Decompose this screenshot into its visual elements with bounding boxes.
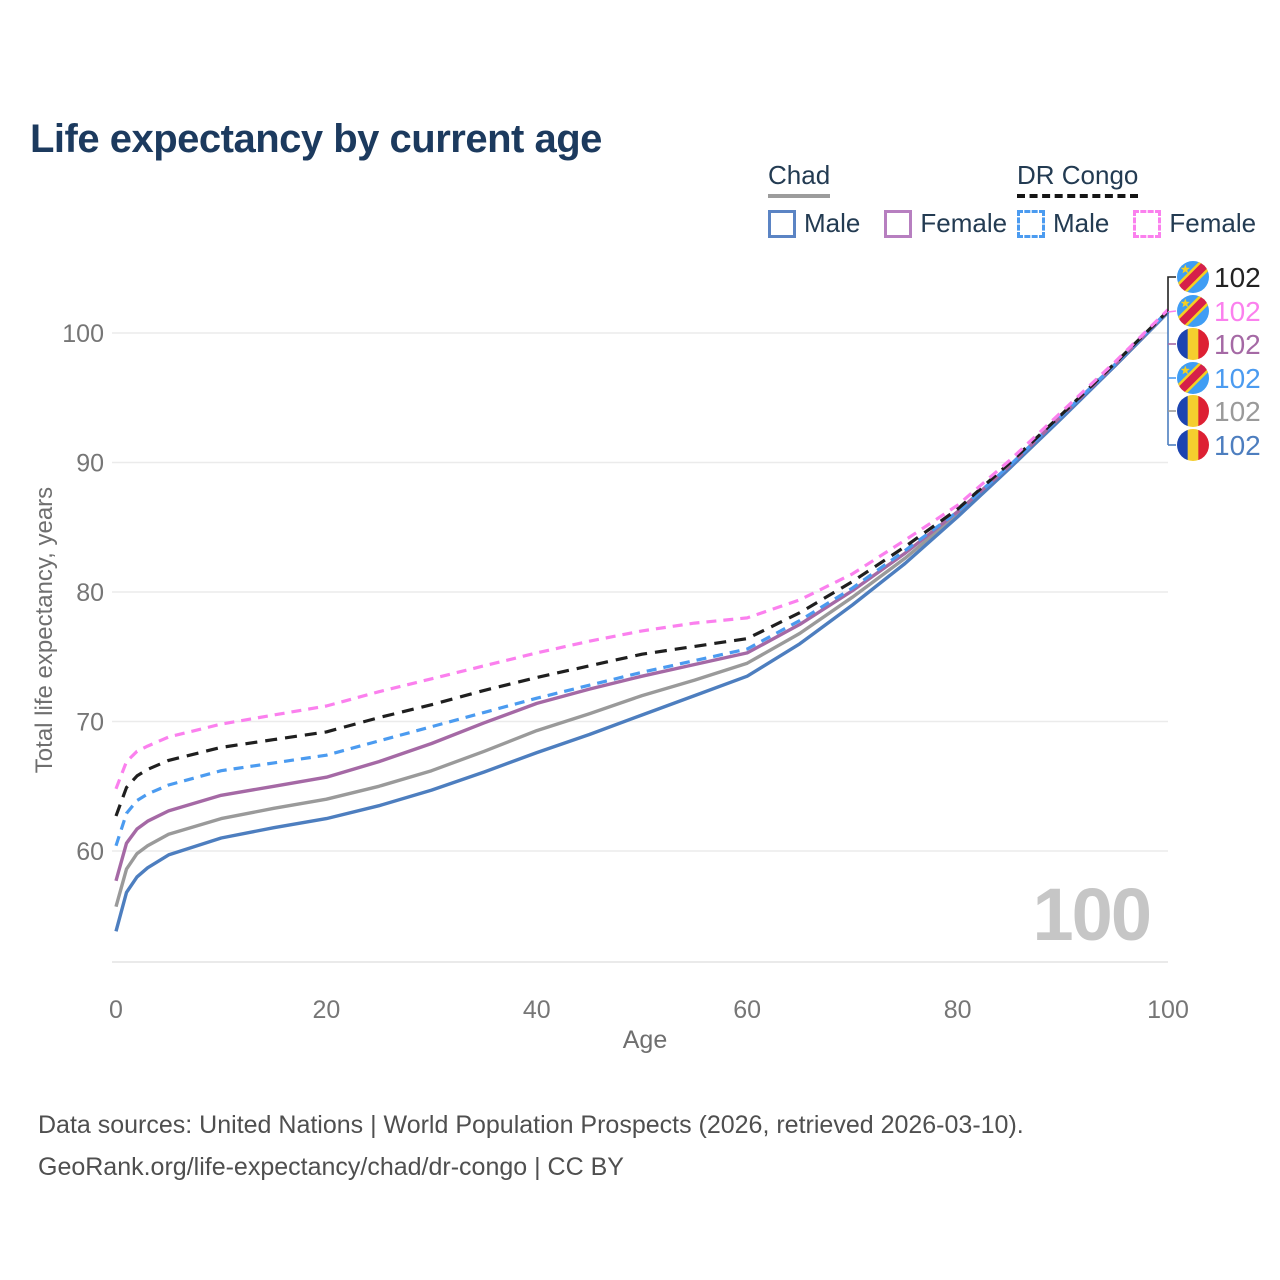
end-label-value: 102 [1214, 296, 1261, 327]
page-title: Life expectancy by current age [30, 116, 602, 161]
legend-group-dr-congo: DR Congo Male Female [1017, 160, 1256, 239]
dr-congo-flag-icon [1177, 295, 1209, 327]
series-line-dr-congo-female[interactable] [114, 308, 1170, 790]
end-label-dr-congo-male[interactable]: 102 [1170, 355, 1261, 400]
x-axis-title: Age [622, 1026, 668, 1054]
end-label-value: 102 [1214, 329, 1261, 360]
end-label-value: 102 [1214, 262, 1261, 293]
line-swatch-icon [1017, 209, 1045, 238]
legend-item-dr-congo-female[interactable]: Female [1133, 208, 1256, 239]
dr-congo-flag-icon [1177, 261, 1209, 293]
x-tick-label: 40 [523, 996, 551, 1024]
end-label-dr-congo[interactable]: 102 [1170, 254, 1261, 299]
dr-congo-flag-icon [1177, 362, 1209, 394]
legend-group-chad: Chad Male Female [768, 160, 1007, 239]
chad-flag-icon [1177, 328, 1209, 360]
y-tick-label: 100 [62, 320, 104, 348]
leader-line [1167, 276, 1176, 312]
y-tick-label: 90 [76, 450, 104, 478]
y-axis-title: Total life expectancy, years [31, 486, 58, 774]
leader-line [1167, 310, 1177, 313]
series-line-chad-both-sexes[interactable] [114, 311, 1170, 908]
legend-item-chad-female[interactable]: Female [884, 208, 1007, 239]
end-label-value: 102 [1214, 430, 1261, 461]
line-swatch-icon [884, 209, 913, 238]
y-tick-label: 60 [76, 838, 104, 866]
line-swatch-icon [768, 209, 796, 238]
x-tick-label: 20 [312, 996, 340, 1024]
series-line-dr-congo-both-sexes[interactable] [114, 309, 1170, 817]
legend-header-dr-congo[interactable]: DR Congo [1017, 160, 1139, 198]
line-swatch-icon [1133, 209, 1162, 238]
data-sources-line: Data sources: United Nations | World Pop… [38, 1111, 1024, 1139]
chad-flag-icon [1177, 395, 1209, 427]
end-label-chad-female[interactable]: 102 [1177, 328, 1261, 360]
legend-item-chad-male[interactable]: Male [768, 208, 860, 239]
series-line-dr-congo-male[interactable] [114, 309, 1170, 847]
end-label-dr-congo-female[interactable]: 102 [1170, 288, 1261, 333]
chad-flag-icon [1177, 429, 1209, 461]
end-label-chad[interactable]: 102 [1177, 395, 1261, 427]
end-label-value: 102 [1214, 396, 1261, 427]
end-label-value: 102 [1214, 363, 1261, 394]
y-tick-label: 80 [76, 579, 104, 607]
series-line-chad-female[interactable] [114, 309, 1170, 882]
x-tick-label: 0 [109, 996, 123, 1024]
x-tick-label: 100 [1147, 996, 1189, 1024]
legend-header-chad[interactable]: Chad [768, 160, 831, 198]
legend-item-dr-congo-male[interactable]: Male [1017, 208, 1109, 239]
series-line-chad-male[interactable] [114, 311, 1170, 932]
y-tick-label: 70 [76, 709, 104, 737]
footer: Data sources: United Nations | World Pop… [38, 1104, 1024, 1188]
end-label-chad-male[interactable]: 102 [1177, 429, 1261, 461]
age-frame-watermark: 100 [1032, 873, 1152, 956]
attribution-line: GeoRank.org/life-expectancy/chad/dr-cong… [38, 1153, 624, 1181]
x-tick-label: 60 [733, 996, 761, 1024]
x-tick-label: 80 [944, 996, 972, 1024]
